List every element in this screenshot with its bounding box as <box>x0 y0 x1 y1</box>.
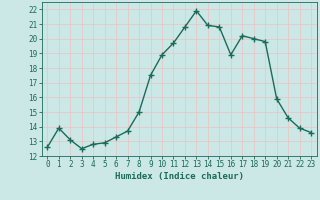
X-axis label: Humidex (Indice chaleur): Humidex (Indice chaleur) <box>115 172 244 181</box>
